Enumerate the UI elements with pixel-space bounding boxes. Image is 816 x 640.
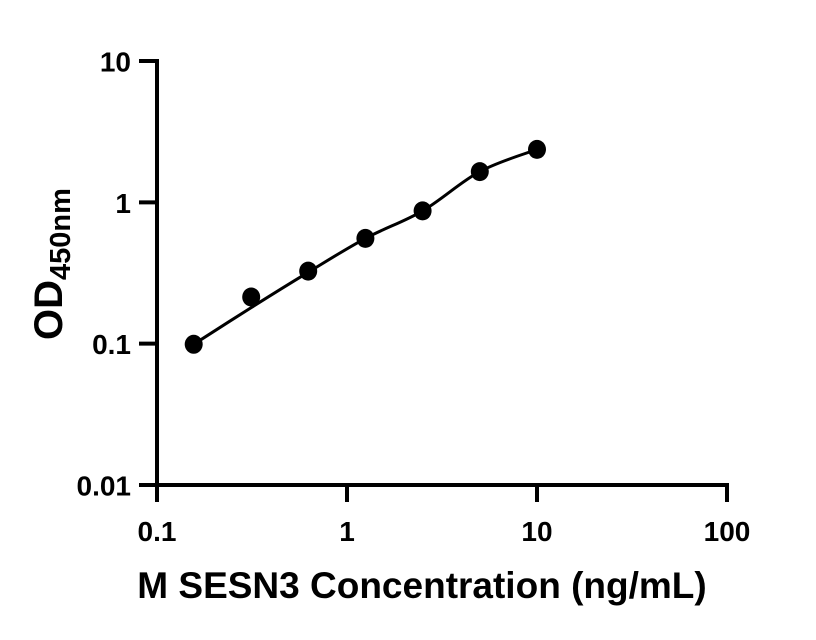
- x-tick-label: 1: [339, 516, 355, 547]
- y-tick-label: 10: [100, 47, 131, 78]
- x-ticks-group: 0.1 1 10 100: [138, 485, 751, 547]
- y-tick-label: 0.01: [77, 470, 132, 501]
- data-point-marker: [413, 201, 432, 221]
- plot-points-group: [184, 139, 546, 354]
- axes-group: [155, 59, 729, 487]
- data-point-marker: [528, 139, 546, 159]
- data-point-marker: [184, 334, 203, 354]
- x-axis-title: M SESN3 Concentration (ng/mL): [137, 565, 706, 606]
- y-tick-label: 0.1: [92, 329, 131, 360]
- data-point-marker: [242, 287, 261, 307]
- data-point-marker: [299, 261, 318, 281]
- data-point-marker: [470, 162, 489, 182]
- x-tick-label: 100: [704, 516, 751, 547]
- y-axis-title-main: OD: [27, 280, 71, 340]
- y-ticks-group: 10 1 0.1 0.01: [77, 47, 157, 501]
- data-point-marker: [356, 228, 375, 248]
- y-axis-title-subscript: 450nm: [45, 188, 77, 280]
- x-tick-label: 10: [521, 516, 552, 547]
- y-axis-title: OD450nm: [27, 188, 77, 340]
- x-tick-label: 0.1: [138, 516, 177, 547]
- y-tick-label: 1: [115, 188, 131, 219]
